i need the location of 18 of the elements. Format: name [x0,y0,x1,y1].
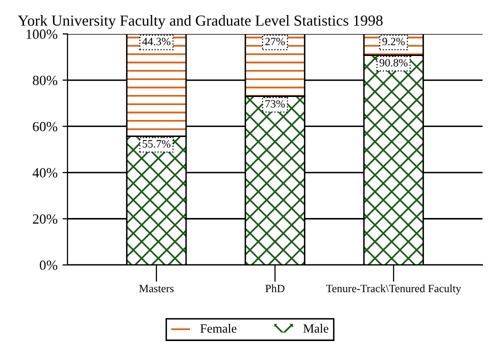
data-label: 73% [266,100,285,108]
y-tick-label: 40% [32,168,58,178]
data-label: 90.8% [380,58,408,67]
x-tick-label: PhD [265,284,284,292]
y-tick-label: 100% [26,30,58,39]
chart-title: York University Faculty and Graduate Level Statistics 1998 [18,15,383,29]
legend-label: Female [200,324,236,333]
y-tick-label: 60% [32,122,58,132]
y-tick-label: 80% [32,76,58,86]
data-label: 55.7% [142,140,170,148]
y-tick-label: 20% [32,214,58,224]
data-label: 27% [265,38,285,46]
y-tick-label: 0% [40,260,58,270]
data-label: 9.2% [382,38,405,46]
x-tick-label: Masters [139,284,174,292]
legend-label: Male [303,324,328,333]
data-label: 44.3% [142,38,170,46]
x-tick-label: Tenure-Track\Tenured Faculty [326,284,462,294]
